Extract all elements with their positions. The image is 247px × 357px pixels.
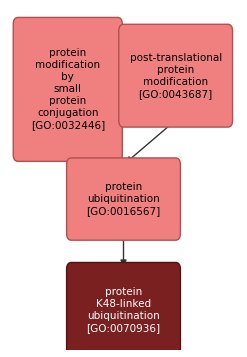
Text: protein
K48-linked
ubiquitination
[GO:0070936]: protein K48-linked ubiquitination [GO:00… xyxy=(86,287,161,333)
Text: post-translational
protein
modification
[GO:0043687]: post-translational protein modification … xyxy=(129,53,222,99)
FancyBboxPatch shape xyxy=(119,24,233,127)
Text: protein
modification
by
small
protein
conjugation
[GO:0032446]: protein modification by small protein co… xyxy=(31,49,105,130)
FancyBboxPatch shape xyxy=(67,262,180,357)
Text: protein
ubiquitination
[GO:0016567]: protein ubiquitination [GO:0016567] xyxy=(86,182,161,216)
FancyBboxPatch shape xyxy=(13,17,122,161)
FancyBboxPatch shape xyxy=(67,158,180,240)
